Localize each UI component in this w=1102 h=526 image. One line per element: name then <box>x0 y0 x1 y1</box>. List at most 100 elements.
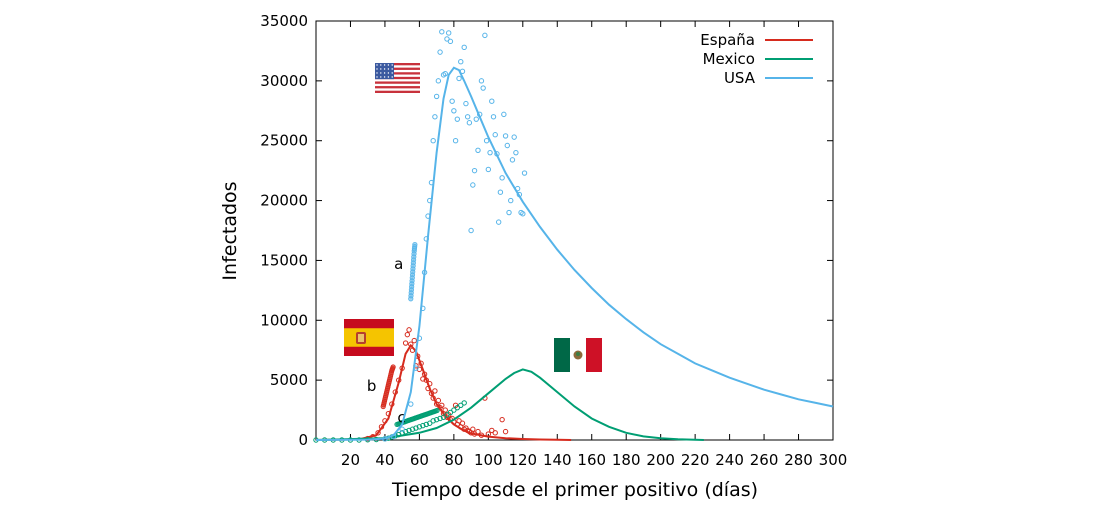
data-point-usa <box>468 227 474 234</box>
x-tick-label: 300 <box>819 451 848 469</box>
flags-layer <box>344 63 602 372</box>
data-point-usa <box>478 78 485 84</box>
mexico-flag-icon <box>554 338 602 372</box>
data-point-usa <box>508 197 514 204</box>
data-point-usa <box>442 70 448 77</box>
x-tick-label: 100 <box>474 451 503 469</box>
data-point-usa <box>499 175 505 181</box>
y-tick-label: 10000 <box>260 311 308 329</box>
axes: 20 40 60 80 100 120 140 160 180 200 220 240 260 280 30… <box>260 12 847 469</box>
annotation-label-c: c <box>397 408 405 426</box>
data-point-usa <box>454 116 461 122</box>
data-point-usa <box>466 120 473 126</box>
data-point-usa <box>475 147 481 153</box>
annotation-label-b: b <box>367 377 377 395</box>
y-axis-label: Infectados <box>219 181 241 280</box>
data-point-usa <box>511 134 517 140</box>
data-point-usa <box>408 401 414 407</box>
data-point-usa <box>497 189 504 195</box>
data-point-espaa <box>375 430 381 436</box>
data-point-usa <box>463 100 469 107</box>
data-point-mexico <box>461 400 467 406</box>
data-point-espaa <box>435 397 442 404</box>
y-tick-label: 35000 <box>260 12 308 30</box>
data-point-usa <box>502 133 509 139</box>
annotation-point <box>390 364 396 370</box>
data-point-usa <box>464 114 471 120</box>
data-point-usa <box>439 29 445 35</box>
data-point-mexico <box>406 427 412 434</box>
x-tick-label: 140 <box>543 451 572 469</box>
data-point-usa <box>473 116 479 122</box>
data-point-espaa <box>402 340 409 346</box>
data-point-espaa <box>416 366 423 373</box>
x-tick-label: 200 <box>646 451 675 469</box>
series-usa: a <box>315 29 834 442</box>
data-point-espaa <box>432 388 438 394</box>
data-point-usa <box>513 149 519 156</box>
legend-label: España <box>700 31 755 49</box>
data-point-mexico <box>420 422 426 429</box>
data-point-usa <box>483 138 490 144</box>
data-point-espaa <box>439 402 445 408</box>
data-point-espaa <box>404 331 411 338</box>
data-point-usa <box>451 108 457 114</box>
data-point-usa <box>445 30 452 36</box>
data-point-usa <box>489 98 495 104</box>
spain-flag-icon <box>344 319 394 356</box>
data-point-usa <box>456 75 462 82</box>
data-point-espaa <box>406 327 412 333</box>
data-point-mexico <box>430 418 436 424</box>
data-point-usa <box>430 138 436 144</box>
data-point-usa <box>447 38 454 45</box>
data-point-usa <box>485 166 492 173</box>
data-point-usa <box>449 98 455 104</box>
data-point-mexico <box>437 415 443 422</box>
data-point-espaa <box>442 407 448 413</box>
annotation-segment-a <box>408 241 418 302</box>
x-tick-label: 280 <box>784 451 813 469</box>
data-point-usa <box>509 157 516 163</box>
x-tick-label: 260 <box>750 451 779 469</box>
data-point-usa <box>480 85 486 91</box>
fit-curve-espaa <box>315 343 572 441</box>
x-tick-label: 120 <box>508 451 537 469</box>
data-point-espaa <box>492 430 498 436</box>
data-point-espaa <box>420 376 426 382</box>
x-tick-label: 180 <box>612 451 641 469</box>
data-point-usa <box>432 114 438 120</box>
data-point-usa <box>437 49 443 55</box>
series-layer: b c a <box>313 29 834 443</box>
y-tick-label: 20000 <box>260 192 308 210</box>
fit-curve-usa <box>315 66 834 441</box>
y-tick-label: 30000 <box>260 72 308 90</box>
data-point-usa <box>471 167 478 174</box>
data-point-espaa <box>499 416 505 423</box>
x-tick-label: 20 <box>341 451 360 469</box>
data-point-mexico <box>423 421 429 428</box>
data-point-usa <box>452 138 459 144</box>
data-point-usa <box>435 78 442 84</box>
x-axis-label: Tiempo desde el primer positivo (días) <box>391 479 758 501</box>
data-point-usa <box>399 426 405 432</box>
annotation-segment-b <box>380 364 396 410</box>
data-point-usa <box>433 93 440 100</box>
legend-label: Mexico <box>703 50 755 68</box>
data-point-espaa <box>459 420 466 426</box>
data-point-usa <box>490 114 497 120</box>
data-point-usa <box>495 219 502 225</box>
data-point-usa <box>487 149 493 156</box>
data-point-mexico <box>409 426 416 432</box>
data-point-usa <box>504 142 510 149</box>
x-tick-label: 80 <box>444 451 463 469</box>
annotation-label-a: a <box>394 255 403 273</box>
data-point-mexico <box>416 424 423 430</box>
annotation-point <box>434 407 440 414</box>
data-point-mexico <box>433 416 440 423</box>
data-point-mexico <box>413 425 419 431</box>
legend-label: USA <box>724 69 756 87</box>
series-espaa: b <box>315 327 572 442</box>
data-point-espaa <box>470 426 476 432</box>
